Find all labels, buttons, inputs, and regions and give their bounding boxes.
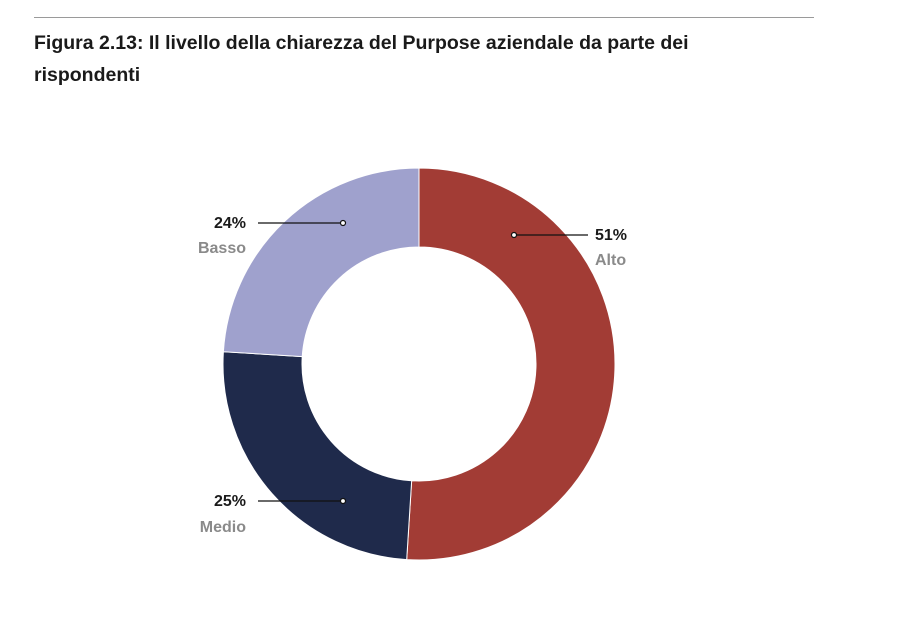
figure-title: Figura 2.13: Il livello della chiarezza … [34,32,689,86]
category-label-medio: Medio [200,519,246,536]
leader-dot-medio [339,497,347,505]
leaders-group [258,219,588,505]
value-label-medio: 25% [214,493,246,510]
labels-group: 51% Alto 25% Medio 24% Basso [198,215,627,536]
leader-dot-alto [510,231,518,239]
category-label-alto: Alto [595,252,626,269]
slice-medio [222,351,413,561]
slice-alto [406,167,616,561]
value-label-alto: 51% [595,227,627,244]
slice-basso [222,167,420,358]
title-rule [34,17,814,18]
slices-group [222,167,616,561]
value-label-basso: 24% [214,215,246,232]
leader-dot-basso [339,219,347,227]
category-label-basso: Basso [198,240,246,257]
